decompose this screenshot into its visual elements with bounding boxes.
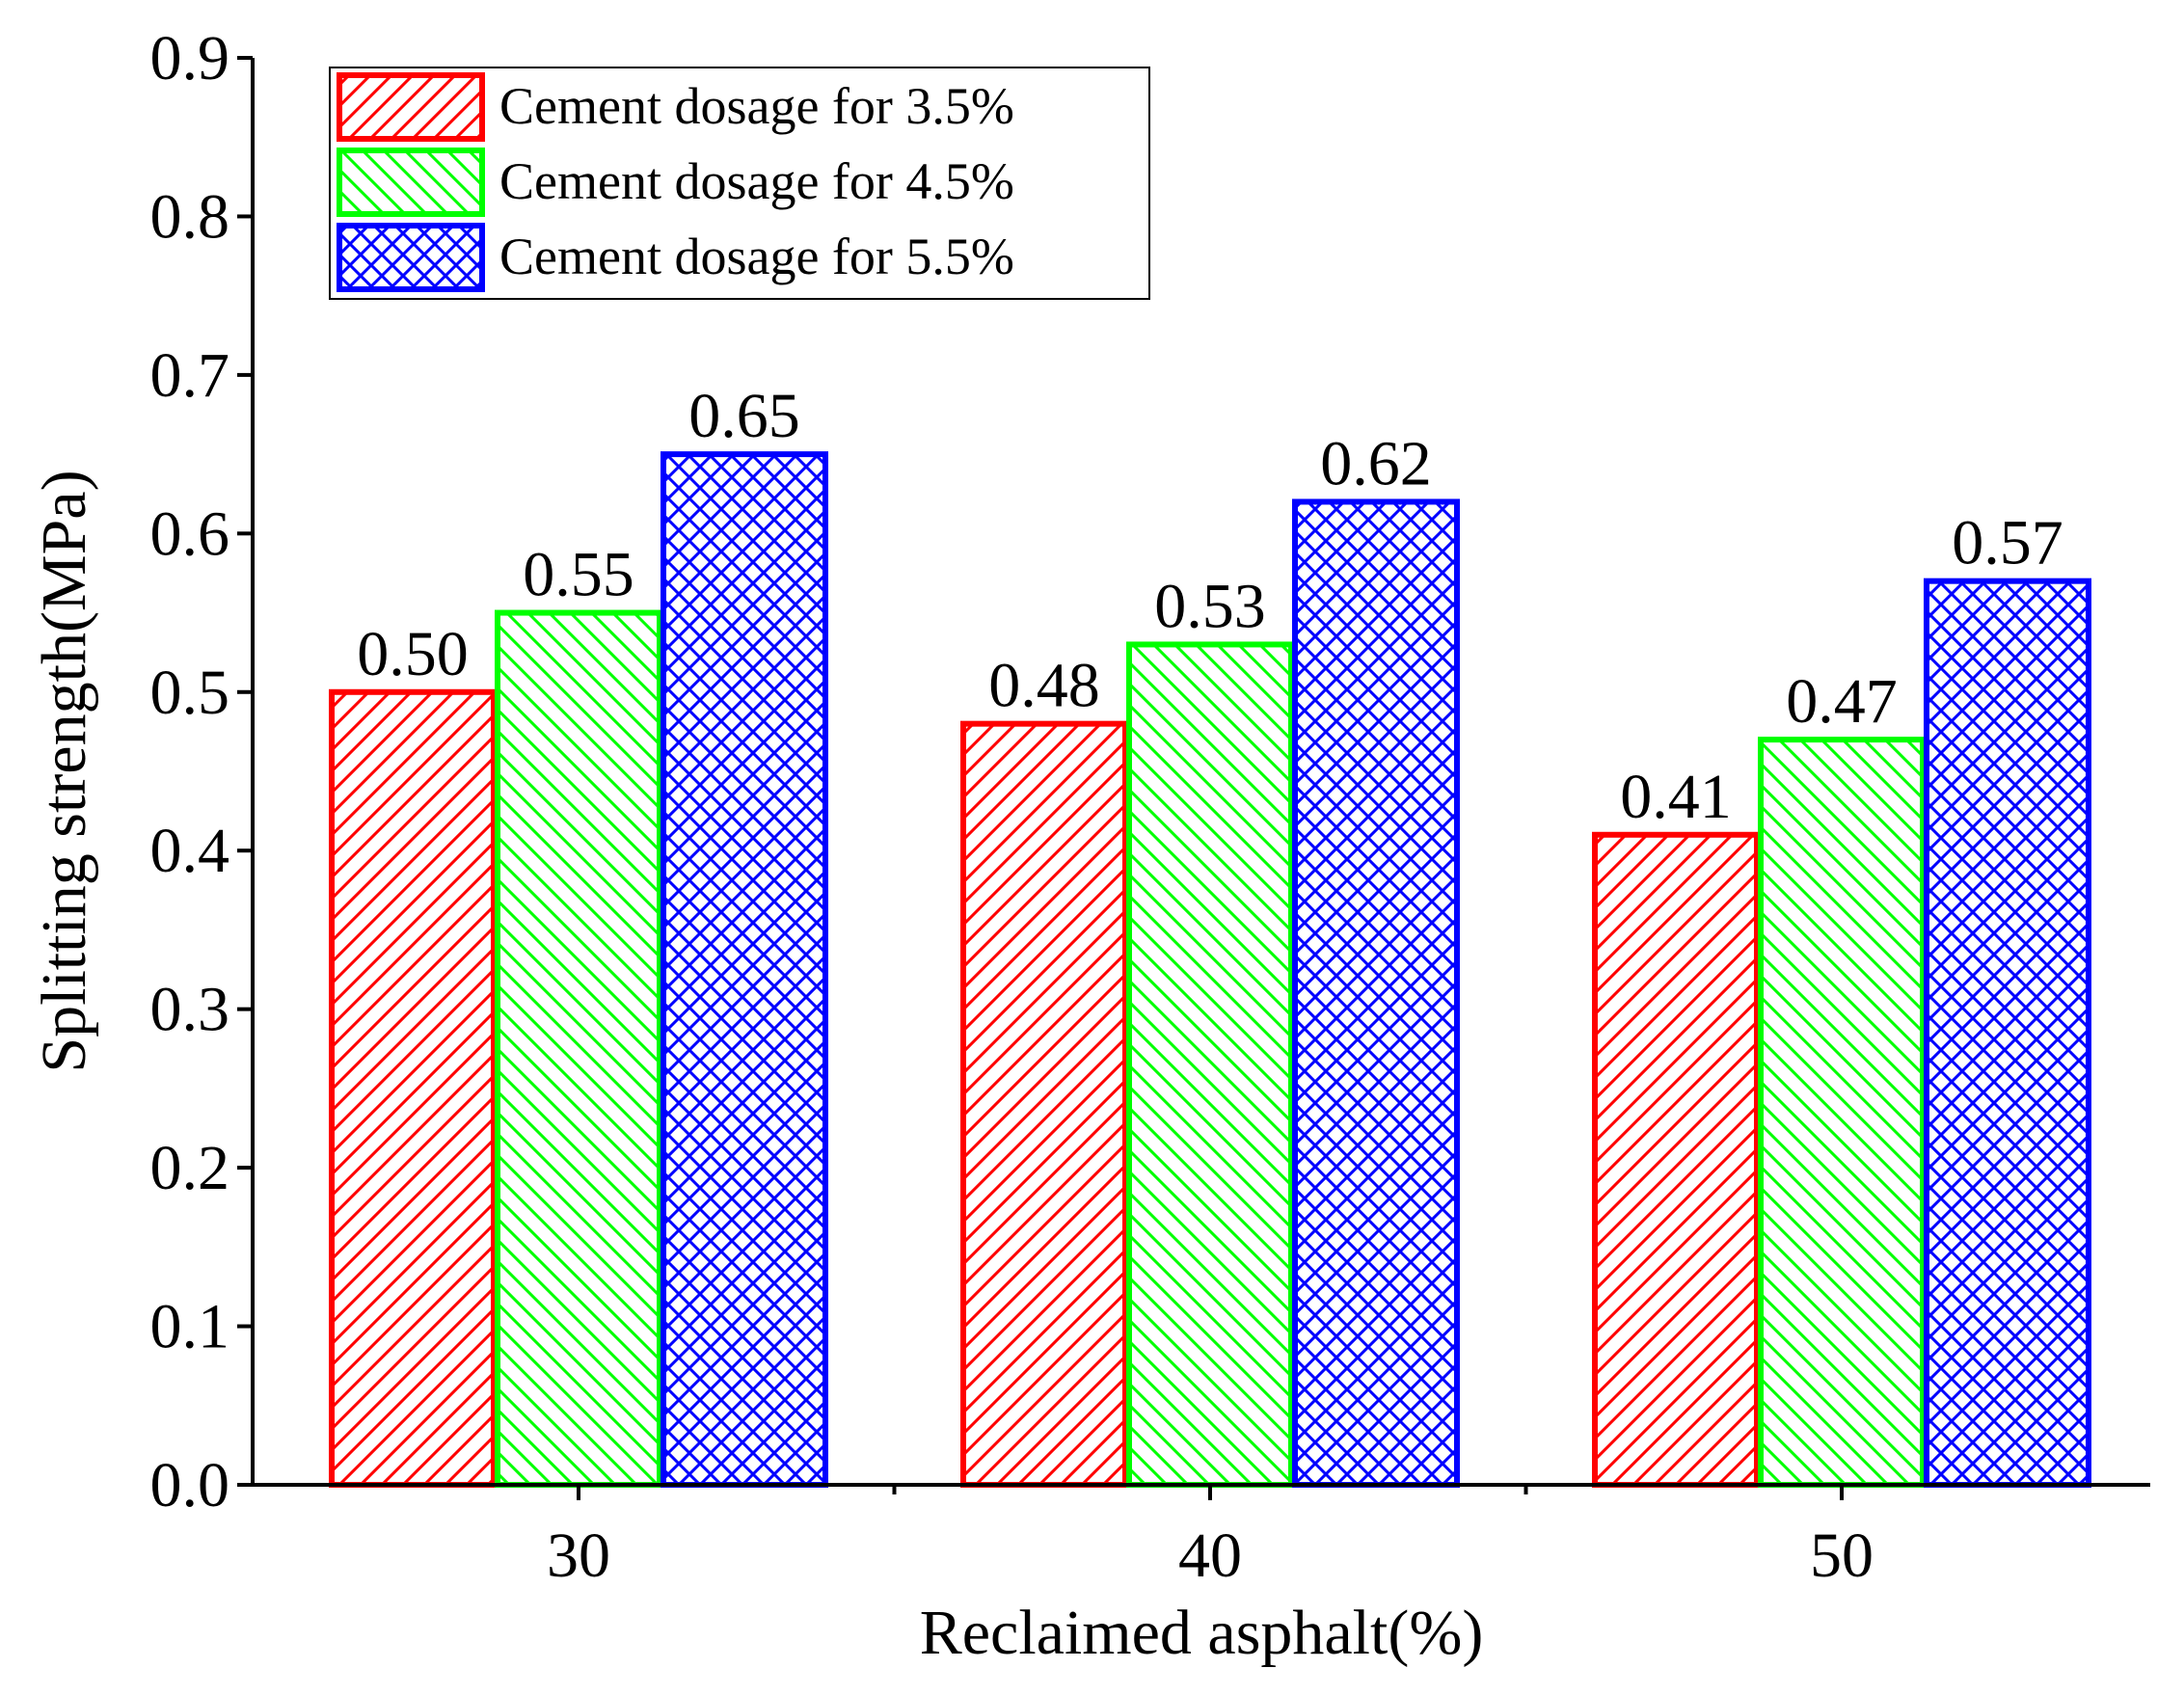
legend-swatch [337, 72, 485, 142]
bars-layer [329, 451, 2091, 1489]
bar-value-label: 0.41 [1620, 762, 1732, 832]
legend-label: Cement dosage for 5.5% [499, 228, 1014, 285]
y-tick-label: 0.3 [150, 975, 230, 1045]
y-axis-title: Splitting strength(MPa) [29, 470, 99, 1072]
y-ticks: 0.0 0.1 0.2 0.3 0.4 0.5 0.6 0.7 0.8 0.9 [150, 23, 253, 1520]
x-tick-label: 50 [1810, 1520, 1874, 1591]
bar-value-label: 0.50 [357, 619, 469, 689]
bar-value-label: 0.57 [1952, 508, 2063, 578]
y-tick-label: 0.8 [150, 181, 230, 252]
y-tick-label: 0.1 [150, 1292, 230, 1362]
legend-label: Cement dosage for 3.5% [499, 77, 1014, 135]
bar-value-label: 0.55 [523, 540, 634, 610]
x-tick-label: 40 [1178, 1520, 1242, 1591]
bar-cement-dosage-for-4-5--30 [495, 609, 662, 1488]
bar-cement-dosage-for-3-5--40 [960, 720, 1128, 1488]
bar-value-label: 0.47 [1786, 666, 1898, 737]
y-tick-label: 0.2 [150, 1133, 230, 1203]
bar-value-label: 0.65 [688, 381, 800, 451]
bar-cement-dosage-for-4-5--50 [1758, 737, 1926, 1488]
y-tick-label: 0.4 [150, 816, 230, 886]
y-tick-label: 0.6 [150, 498, 230, 569]
bar-labels-layer: 0.50 0.48 0.41 0.55 0.53 0.47 0.65 0.62 0.57 [357, 381, 2063, 832]
x-tick-label: 30 [547, 1520, 610, 1591]
bar-cement-dosage-for-5-5--50 [1924, 578, 2091, 1488]
x-ticks: 30 40 50 [547, 1485, 1874, 1591]
legend-label: Cement dosage for 4.5% [499, 152, 1014, 210]
bar-value-label: 0.62 [1320, 428, 1432, 498]
x-axis-title: Reclaimed asphalt(%) [920, 1598, 1484, 1668]
y-tick-label: 0.7 [150, 340, 230, 411]
legend: Cement dosage for 3.5% Cement dosage for … [329, 67, 1150, 300]
y-tick-label: 0.9 [150, 23, 230, 94]
bar-cement-dosage-for-3-5--30 [329, 688, 497, 1488]
bar-value-label: 0.53 [1154, 571, 1266, 641]
bar-cement-dosage-for-5-5--30 [661, 451, 828, 1489]
bar-value-label: 0.48 [988, 651, 1100, 721]
y-tick-label: 0.0 [150, 1450, 230, 1520]
bar-cement-dosage-for-4-5--40 [1126, 641, 1294, 1488]
y-tick-label: 0.5 [150, 658, 230, 728]
bar-cement-dosage-for-3-5--50 [1592, 831, 1760, 1488]
legend-swatch [337, 223, 485, 292]
axes [251, 58, 2150, 1487]
legend-swatch [337, 148, 485, 217]
bar-cement-dosage-for-5-5--40 [1292, 498, 1460, 1488]
